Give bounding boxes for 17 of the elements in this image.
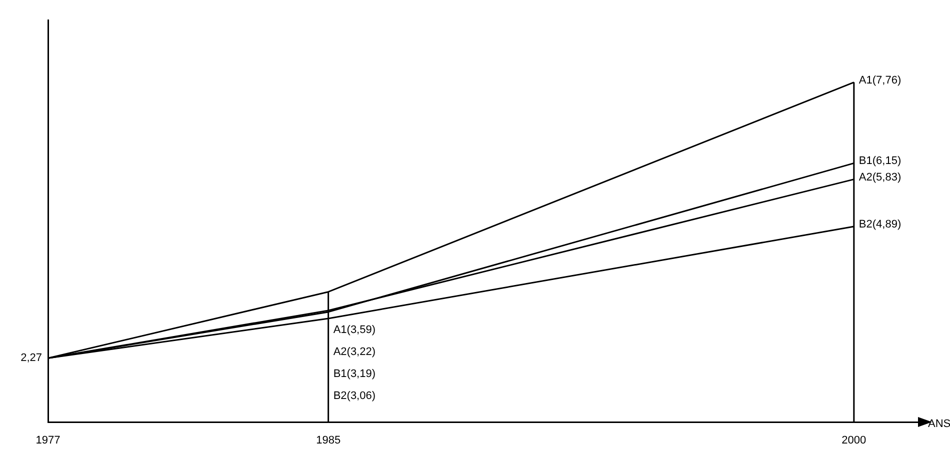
data-label: (5,83) bbox=[872, 171, 902, 184]
x-axis-title: ANS bbox=[928, 418, 950, 430]
x-tick-label: 1977 bbox=[36, 434, 60, 447]
series-label: A2 bbox=[858, 171, 872, 184]
data-label: (7,76) bbox=[872, 74, 902, 86]
series-label: B1 bbox=[858, 155, 872, 168]
annotation: A1(3,59) bbox=[333, 324, 376, 336]
text: B1(3,19) bbox=[333, 368, 376, 380]
annotation: 2,27 bbox=[20, 352, 42, 364]
annotation: A2(3,22) bbox=[333, 346, 376, 358]
data-label: (6,15) bbox=[872, 155, 902, 168]
series-label: A1 bbox=[858, 74, 872, 86]
x-tick-label: 2000 bbox=[842, 434, 866, 447]
text: B2(3,06) bbox=[333, 390, 376, 402]
x-tick-label: 1985 bbox=[316, 434, 341, 447]
data-label: (4,89) bbox=[872, 218, 902, 231]
series-label: B2 bbox=[858, 218, 872, 231]
